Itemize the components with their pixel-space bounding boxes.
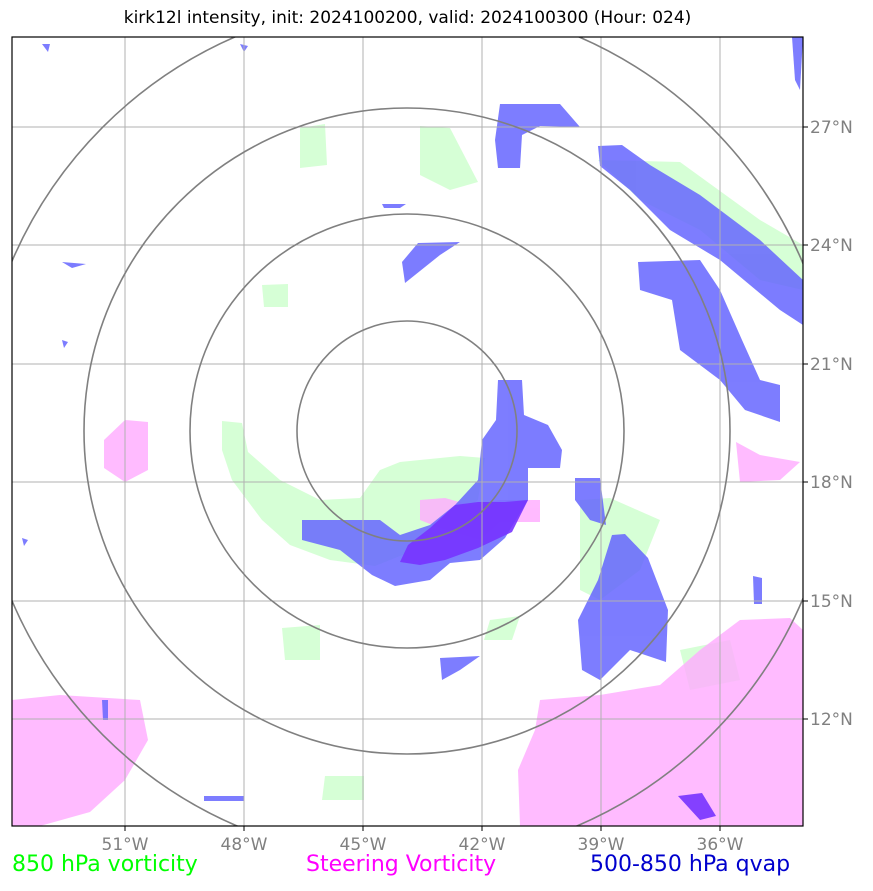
lat-label-24n: 24°N [810,236,853,256]
map-title: kirk12l intensity, init: 2024100200, val… [123,8,692,28]
lat-label-18n: 18°N [810,473,853,493]
legend-qvap: 500-850 hPa qvap [590,852,791,877]
lat-label-12n: 12°N [810,710,853,730]
lon-label-39w: 39°W [578,835,625,855]
overlap-layer [400,500,716,820]
lat-label-27n: 27°N [810,118,853,138]
legend-850-vorticity: 850 hPa vorticity [12,852,198,877]
tick-marks [124,126,808,831]
legend-steering-vorticity: Steering Vorticity [306,852,497,877]
lon-label-48w: 48°W [221,835,268,855]
lon-label-51w: 51°W [102,835,149,855]
plot-frame [11,36,804,827]
lon-label-45w: 45°W [340,835,387,855]
lat-label-21n: 21°N [810,355,853,375]
lon-label-42w: 42°W [459,835,506,855]
lat-label-15n: 15°N [810,592,853,612]
range-rings [12,37,803,826]
lon-label-36w: 36°W [697,835,744,855]
